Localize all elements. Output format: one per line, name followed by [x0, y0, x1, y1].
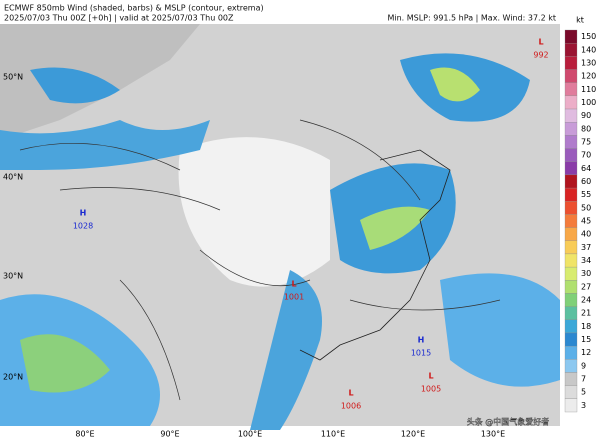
system-pressure: 1005 — [421, 385, 441, 394]
colorbar-label: 27 — [581, 282, 591, 291]
colorbar-label: 110 — [581, 85, 596, 94]
colorbar-cell — [564, 266, 578, 281]
colorbar-label: 40 — [581, 230, 591, 239]
colorbar-cell — [564, 95, 578, 110]
wind-blob — [250, 270, 322, 430]
colorbar-cell — [564, 240, 578, 255]
colorbar-cell — [564, 280, 578, 294]
system-letter: L — [538, 38, 543, 47]
colorbar-label: 12 — [581, 348, 591, 357]
colorbar-label: 140 — [581, 45, 596, 54]
lat-label: 20°N — [3, 373, 23, 382]
wind-blob — [430, 67, 480, 102]
colorbar-label: 21 — [581, 309, 591, 318]
system-letter: L — [348, 389, 353, 398]
lon-label: 130°E — [481, 430, 505, 439]
colorbar-cell — [564, 214, 578, 228]
system-letter: H — [418, 336, 425, 345]
lat-label: 50°N — [3, 73, 23, 82]
colorbar-cell — [564, 372, 578, 386]
colorbar-cell — [564, 187, 578, 202]
colorbar-cell — [564, 56, 578, 70]
colorbar-cell — [564, 161, 578, 176]
map-stats: Min. MSLP: 991.5 hPa | Max. Wind: 37.2 k… — [387, 14, 556, 23]
colorbar-cell — [564, 398, 578, 413]
lon-label: 80°E — [75, 430, 94, 439]
colorbar-label: 15 — [581, 335, 591, 344]
colorbar-cell — [564, 135, 578, 149]
colorbar-label: 80 — [581, 124, 591, 133]
colorbar-label: 18 — [581, 322, 591, 331]
wind-blob — [440, 273, 560, 387]
colorbar-label: 64 — [581, 164, 591, 173]
lon-label: 100°E — [238, 430, 262, 439]
colorbar-label: 9 — [581, 361, 586, 370]
colorbar-label: 75 — [581, 137, 591, 146]
system-letter: H — [80, 209, 87, 218]
wind-blob — [0, 120, 210, 170]
colorbar-cell — [564, 69, 578, 83]
colorbar-label: 55 — [581, 190, 591, 199]
lat-label: 40°N — [3, 173, 23, 182]
lon-label: 90°E — [160, 430, 179, 439]
colorbar-cell — [564, 306, 578, 320]
colorbar-cell — [564, 108, 578, 123]
wind-blob — [30, 67, 120, 104]
colorbar-label: 120 — [581, 72, 596, 81]
colorbar-label: 34 — [581, 256, 591, 265]
lon-label: 110°E — [321, 430, 345, 439]
colorbar-cell — [564, 122, 578, 136]
colorbar-unit: kt — [576, 16, 584, 25]
colorbar-cell — [564, 345, 578, 360]
watermark: 头条 @中国气象爱好者 — [467, 417, 550, 427]
colorbar-label: 24 — [581, 296, 591, 305]
colorbar-label: 100 — [581, 98, 596, 107]
map-title: ECMWF 850mb Wind (shaded, barbs) & MSLP … — [4, 4, 264, 13]
colorbar-label: 5 — [581, 388, 586, 397]
colorbar-cell — [564, 201, 578, 215]
calm-zone — [178, 137, 330, 287]
system-pressure: 1028 — [73, 222, 93, 231]
colorbar-cell — [564, 359, 578, 373]
colorbar-label: 70 — [581, 151, 591, 160]
dynamic-layer: kt15014013012011010090807570646055504540… — [3, 16, 596, 439]
colorbar-cell — [564, 29, 578, 44]
system-letter: L — [291, 280, 296, 289]
map-time: 2025/07/03 Thu 00Z [+0h] | valid at 2025… — [4, 14, 234, 23]
system-pressure: 1006 — [341, 402, 361, 411]
colorbar-cell — [564, 43, 578, 57]
colorbar-label: 3 — [581, 401, 586, 410]
lat-label: 30°N — [3, 272, 23, 281]
colorbar-label: 150 — [581, 32, 596, 41]
colorbar-cell — [564, 332, 578, 347]
colorbar-label: 60 — [581, 177, 591, 186]
colorbar-label: 50 — [581, 203, 591, 212]
colorbar-cell — [564, 293, 578, 307]
system-pressure: 1015 — [411, 349, 431, 358]
colorbar-cell — [564, 174, 578, 189]
colorbar-label: 7 — [581, 375, 586, 384]
system-pressure: 1001 — [284, 293, 304, 302]
lon-label: 120°E — [401, 430, 425, 439]
wind-blob — [20, 334, 110, 393]
isobar — [19, 119, 501, 401]
map-area — [0, 24, 560, 430]
colorbar-label: 37 — [581, 243, 591, 252]
wind-blob — [360, 206, 430, 250]
colorbar-label: 30 — [581, 269, 591, 278]
colorbar-cell — [564, 227, 578, 241]
colorbar-label: 130 — [581, 58, 596, 67]
colorbar-cell — [564, 385, 578, 399]
colorbar-cell — [564, 253, 578, 268]
colorbar-label: 45 — [581, 217, 591, 226]
colorbar-cell — [564, 82, 578, 97]
coastline — [299, 149, 451, 361]
colorbar-cell — [564, 148, 578, 162]
system-letter: L — [428, 372, 433, 381]
colorbar-cell — [564, 319, 578, 334]
colorbar-label: 90 — [581, 111, 591, 120]
system-pressure: 992 — [533, 51, 548, 60]
